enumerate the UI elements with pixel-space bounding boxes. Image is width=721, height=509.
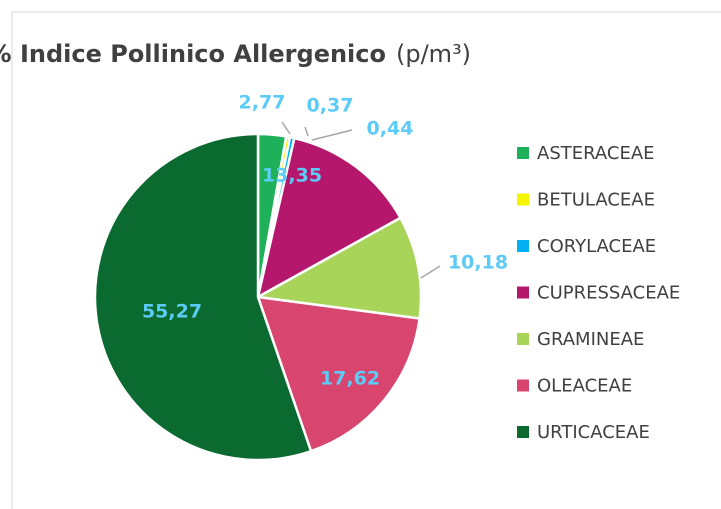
legend-swatch <box>517 379 529 392</box>
legend-label: OLEACEAE <box>537 376 632 397</box>
leader-line <box>304 126 309 137</box>
legend-label: CORYLACEAE <box>537 236 656 257</box>
data-label: 55,27 <box>142 301 202 323</box>
legend-label: URTICACEAE <box>537 422 650 443</box>
data-label: 2,77 <box>239 92 286 114</box>
chart-title-unit: (p/m³) <box>396 40 471 68</box>
leader-line <box>311 129 353 141</box>
legend-swatch <box>517 147 529 159</box>
data-label: 0,37 <box>307 95 354 117</box>
legend-label: ASTERACEAE <box>537 143 655 164</box>
pie-slice <box>256 136 403 300</box>
chart-title: % Indice Pollinico Allergenico <box>0 40 386 68</box>
pie-slice <box>254 216 423 320</box>
data-label: 0,44 <box>367 118 414 140</box>
legend-swatch <box>517 193 529 206</box>
legend-swatch <box>517 286 529 299</box>
legend-label: GRAMINEAE <box>537 329 644 350</box>
legend-swatch <box>517 240 529 252</box>
legend-label: BETULACEAE <box>537 190 655 211</box>
data-label: 13,35 <box>262 165 322 187</box>
leader-line <box>420 265 441 279</box>
data-label: 10,18 <box>448 252 508 274</box>
legend-swatch <box>517 333 529 345</box>
leader-line <box>281 121 291 135</box>
legend-swatch <box>517 426 529 438</box>
pie-slice <box>93 132 313 462</box>
data-label: 17,62 <box>320 368 380 390</box>
legend-label: CUPRESSACEAE <box>537 283 680 304</box>
